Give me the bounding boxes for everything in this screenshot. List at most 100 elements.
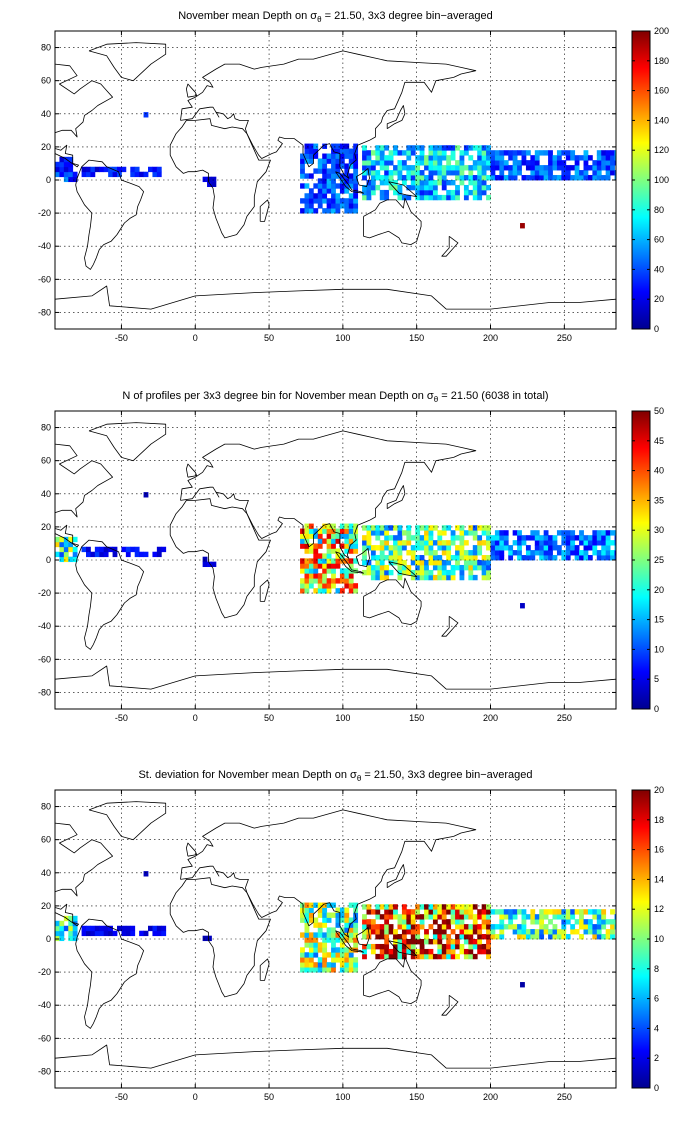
bin bbox=[432, 170, 438, 176]
bin bbox=[419, 555, 425, 561]
bin bbox=[415, 175, 421, 181]
bin bbox=[304, 198, 310, 204]
bin bbox=[388, 555, 394, 561]
bin bbox=[59, 546, 65, 553]
bin bbox=[148, 166, 153, 173]
bin bbox=[468, 175, 474, 181]
bin bbox=[308, 942, 314, 948]
bin bbox=[401, 939, 407, 945]
bin bbox=[393, 180, 398, 186]
bin bbox=[592, 550, 598, 556]
bin bbox=[317, 183, 323, 189]
bin bbox=[521, 929, 527, 935]
bin bbox=[494, 535, 500, 541]
bin bbox=[313, 588, 319, 594]
bin bbox=[375, 170, 381, 176]
bin bbox=[534, 155, 540, 161]
coastline-eurasia bbox=[180, 50, 477, 179]
bin bbox=[472, 535, 478, 541]
bin bbox=[512, 929, 518, 935]
bin bbox=[353, 588, 359, 594]
colorbar-tick-label: 120 bbox=[654, 145, 669, 155]
bin bbox=[348, 962, 354, 968]
bin bbox=[486, 953, 491, 960]
bin bbox=[397, 175, 403, 181]
bin bbox=[446, 948, 452, 955]
bin bbox=[415, 560, 421, 566]
bin bbox=[534, 530, 540, 536]
bin bbox=[468, 530, 474, 536]
bin bbox=[308, 937, 314, 943]
bin bbox=[322, 208, 328, 214]
bin bbox=[322, 952, 328, 958]
bin bbox=[455, 184, 460, 191]
bin bbox=[393, 189, 398, 196]
bin bbox=[441, 929, 447, 935]
bin bbox=[468, 145, 474, 151]
coastline-africa bbox=[169, 118, 271, 239]
bin bbox=[339, 153, 345, 159]
bin bbox=[339, 578, 345, 584]
bin bbox=[455, 555, 460, 561]
bin bbox=[388, 155, 394, 161]
bin bbox=[596, 165, 602, 171]
bin bbox=[339, 568, 345, 574]
bin bbox=[335, 183, 341, 189]
bin bbox=[300, 168, 305, 174]
bin bbox=[437, 574, 443, 581]
bin bbox=[322, 198, 328, 204]
bin bbox=[468, 155, 474, 161]
bin bbox=[441, 545, 447, 551]
bin bbox=[499, 545, 505, 551]
bin bbox=[494, 160, 500, 166]
bin bbox=[353, 208, 359, 214]
x-tick-label: 100 bbox=[335, 333, 350, 343]
bin bbox=[441, 170, 447, 176]
coastline-australia bbox=[363, 197, 422, 246]
bin bbox=[521, 909, 527, 915]
bin bbox=[304, 957, 310, 963]
bin bbox=[300, 563, 305, 569]
bin bbox=[517, 555, 522, 561]
bin bbox=[592, 545, 598, 551]
colorbar-tick-label: 0 bbox=[654, 704, 659, 714]
bin bbox=[313, 917, 319, 923]
bin bbox=[570, 550, 576, 556]
bin bbox=[308, 952, 314, 958]
bin bbox=[472, 184, 478, 191]
bin bbox=[202, 561, 208, 568]
bin bbox=[362, 904, 367, 910]
bin bbox=[437, 904, 443, 910]
bin bbox=[304, 952, 310, 958]
y-tick-label: 20 bbox=[41, 901, 51, 911]
bin bbox=[610, 155, 615, 161]
bin bbox=[477, 545, 483, 551]
bin bbox=[437, 545, 443, 551]
bin bbox=[499, 540, 505, 546]
bin bbox=[304, 193, 310, 199]
bin bbox=[437, 564, 443, 571]
bin bbox=[521, 540, 527, 546]
bin bbox=[393, 914, 398, 920]
bin bbox=[370, 555, 376, 561]
bin bbox=[366, 194, 372, 201]
bin bbox=[477, 184, 483, 191]
bin bbox=[539, 909, 545, 915]
bin bbox=[63, 546, 69, 553]
bin bbox=[335, 912, 341, 918]
bin bbox=[322, 947, 328, 953]
bin bbox=[441, 569, 447, 576]
bin bbox=[335, 193, 341, 199]
bin bbox=[455, 160, 460, 166]
bin bbox=[379, 914, 385, 920]
bin bbox=[379, 189, 385, 196]
bin bbox=[574, 535, 580, 541]
bin bbox=[530, 155, 536, 161]
bin bbox=[322, 523, 328, 529]
colorbar-tick-label: 10 bbox=[654, 644, 664, 654]
bin bbox=[304, 153, 310, 159]
bin bbox=[486, 555, 491, 561]
bin bbox=[317, 907, 323, 913]
bin bbox=[419, 564, 425, 571]
